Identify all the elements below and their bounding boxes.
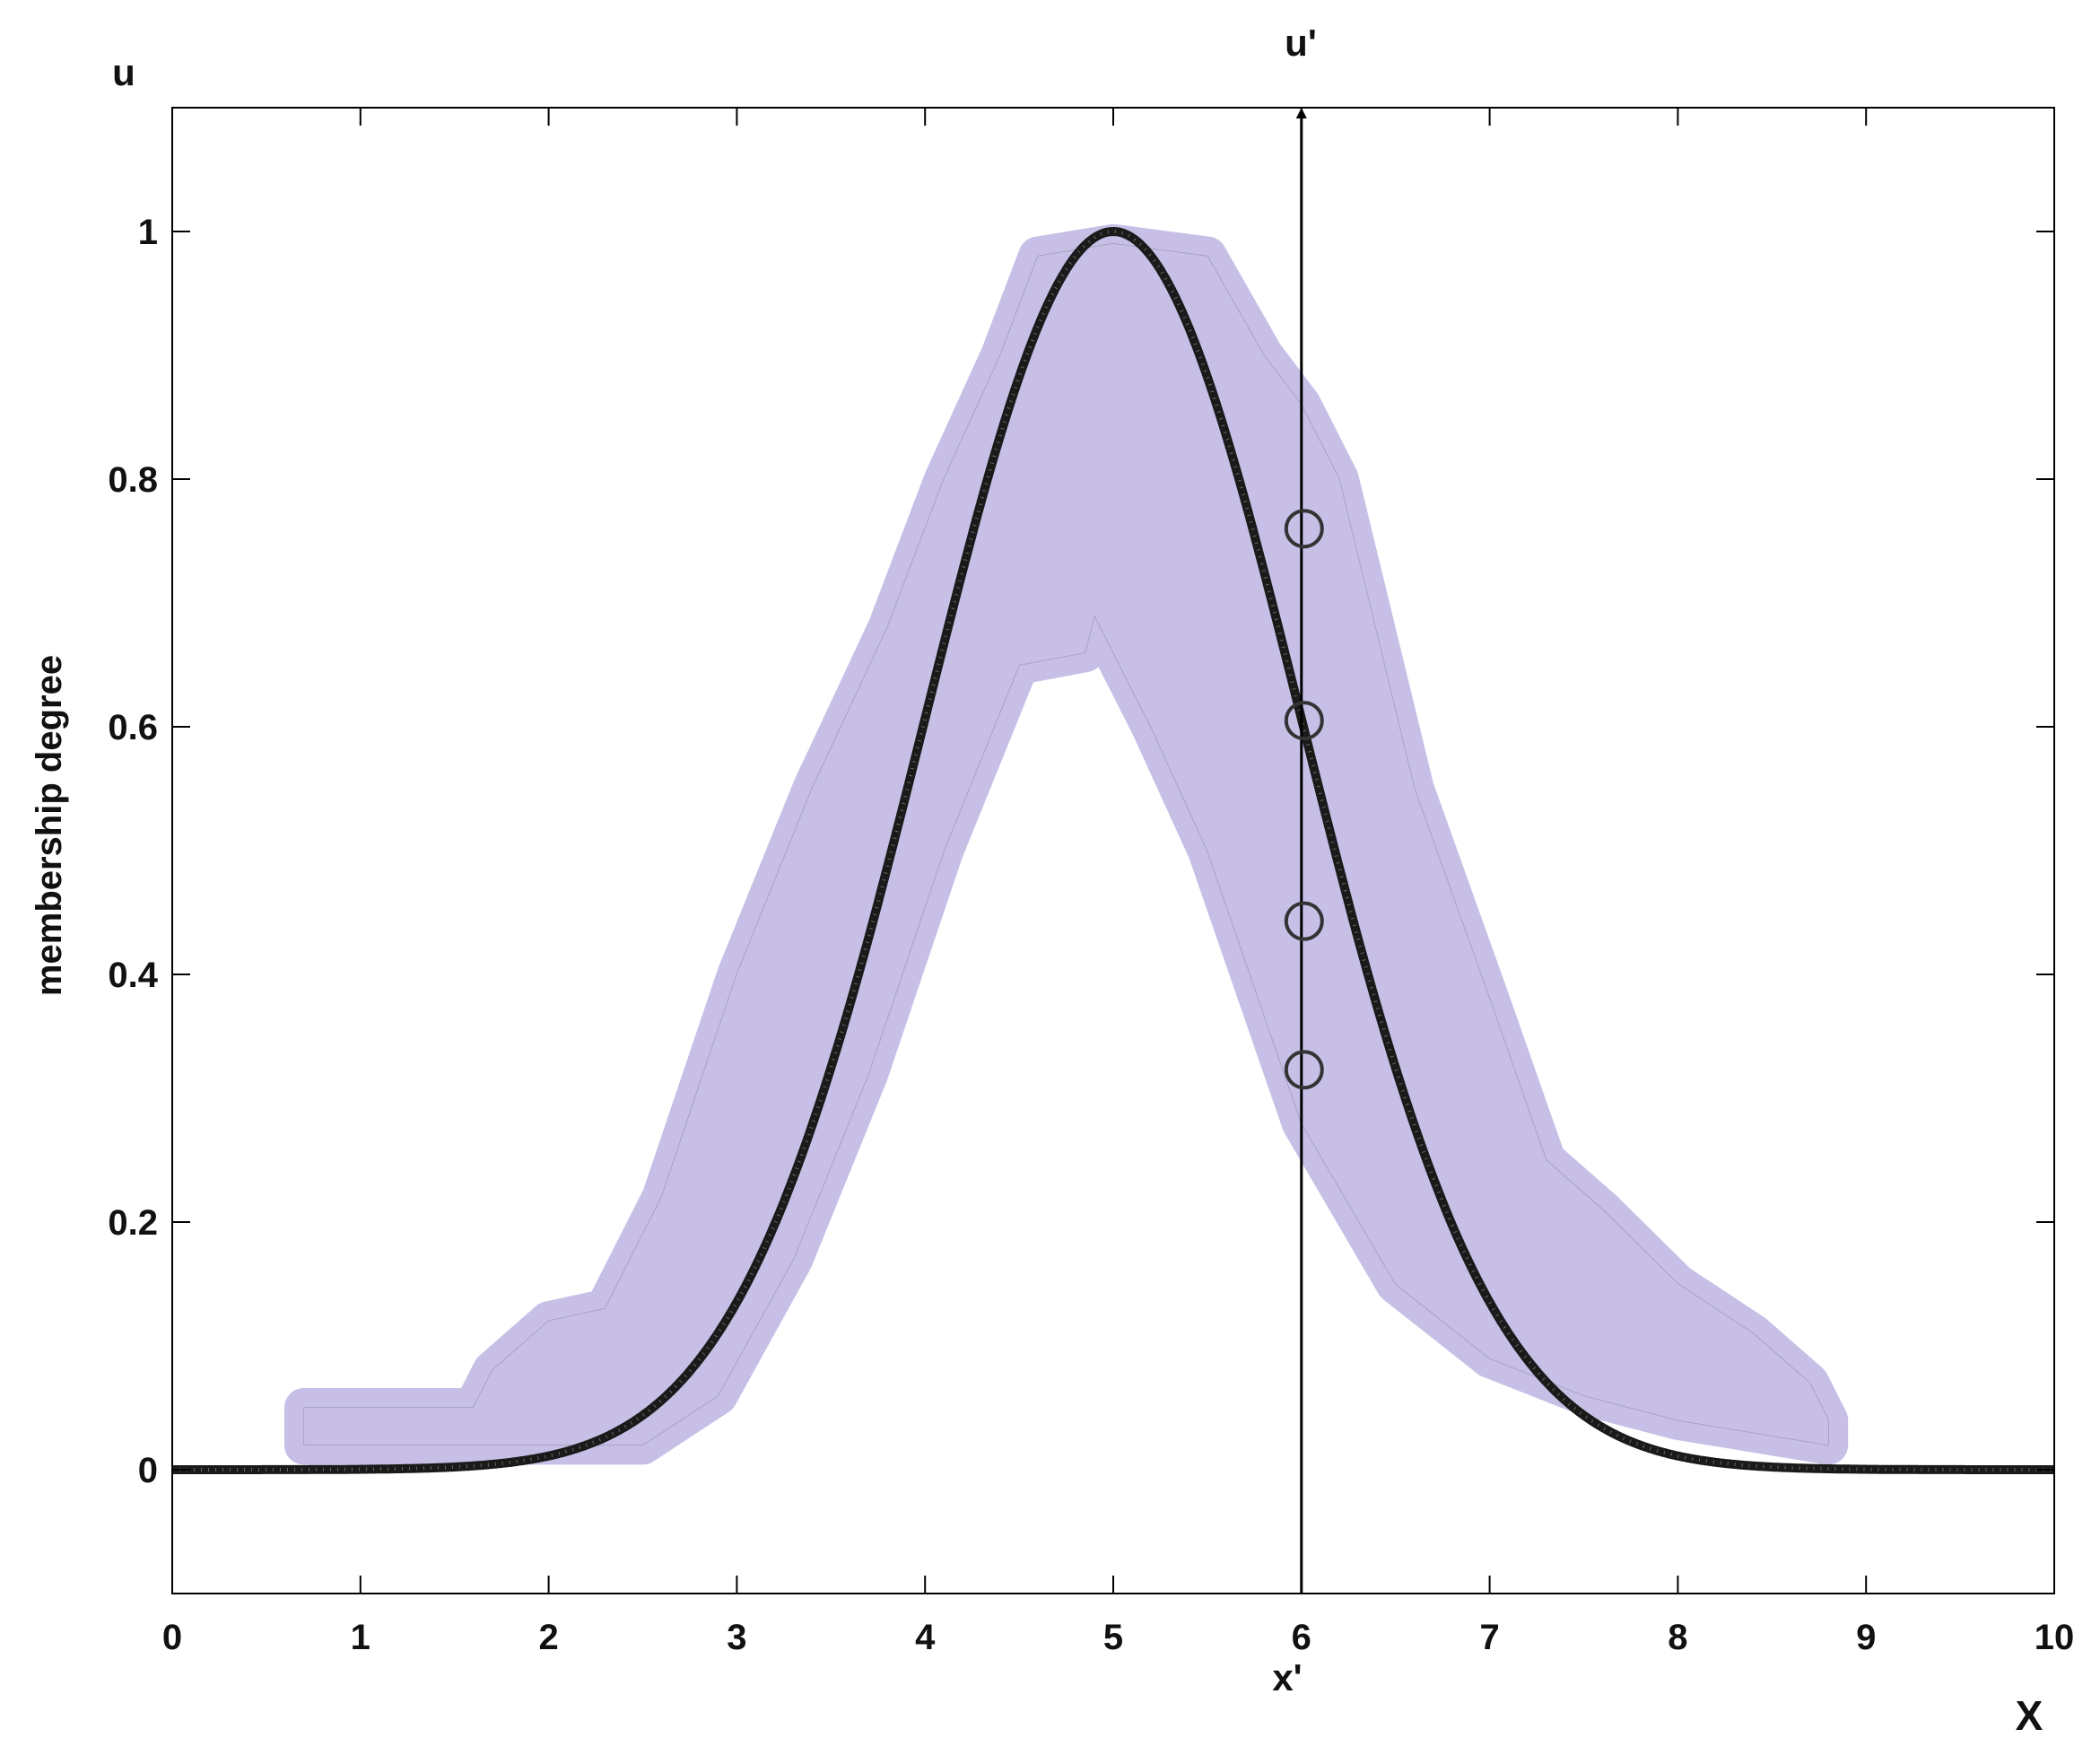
y-tick-label: 0.6 [108,708,158,747]
fou-fill [303,243,1829,1445]
x-axis-label: X [2016,1692,2043,1739]
vertical-line-top-label: u' [1285,22,1317,64]
y-tick-label: 0.2 [108,1203,158,1243]
y-tick-label: 0.4 [108,956,158,995]
x-tick-label: 1 [351,1618,370,1657]
x-tick-label: 4 [915,1618,936,1657]
circle-marker [1284,509,1324,549]
membership-curve [172,226,2054,1474]
circle-marker [1284,701,1324,741]
y-tick-label: 1 [138,213,158,252]
circle-markers-layer [1284,509,1324,1090]
membership-curve-layer [172,226,2054,1474]
x-tick-label: 0 [162,1618,182,1657]
footprint-of-uncertainty-layer [283,223,1849,1465]
circle-marker [1284,901,1324,941]
circle-marker [1284,1050,1324,1090]
x-tick-label: 2 [538,1618,558,1657]
x-tick-label: 8 [1668,1618,1687,1657]
ticks-layer: 0 1 2 3 4 5 6 7 8 9 10 0 0.2 0.4 0.6 0.8 1 [108,108,2074,1657]
x-tick-label: 7 [1479,1618,1499,1657]
x-tick-label: 10 [2035,1618,2075,1657]
y-tick-label: 0 [138,1451,158,1490]
vertical-line-x-label: x' [1272,1656,1302,1699]
y-axis-symbol: u [112,51,135,93]
x-tick-label: 9 [1856,1618,1876,1657]
x-tick-label: 6 [1292,1618,1311,1657]
y-axis-label: membership degree [30,655,69,996]
y-tick-label: 0.8 [108,460,158,500]
x-tick-label: 3 [727,1618,746,1657]
x-tick-label: 5 [1103,1618,1123,1657]
